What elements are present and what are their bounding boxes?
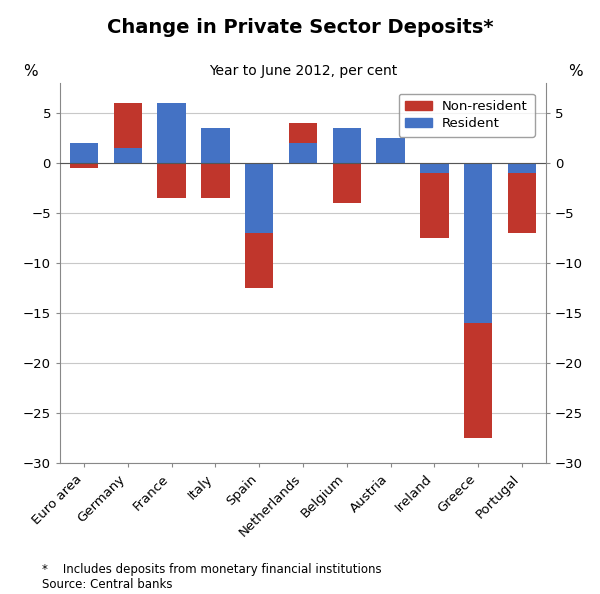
- Bar: [157, 103, 186, 163]
- Bar: [420, 173, 449, 238]
- Bar: [113, 148, 142, 163]
- Bar: [70, 143, 98, 163]
- Bar: [201, 128, 230, 163]
- Bar: [332, 128, 361, 163]
- Text: Change in Private Sector Deposits*: Change in Private Sector Deposits*: [107, 18, 493, 37]
- Title: Year to June 2012, per cent: Year to June 2012, per cent: [209, 64, 397, 78]
- Bar: [464, 163, 493, 323]
- Legend: Non-resident, Resident: Non-resident, Resident: [398, 94, 535, 137]
- Bar: [245, 163, 274, 233]
- Bar: [113, 103, 142, 148]
- Bar: [245, 233, 274, 288]
- Bar: [157, 163, 186, 198]
- Bar: [332, 163, 361, 203]
- Bar: [289, 123, 317, 143]
- Bar: [201, 163, 230, 198]
- Bar: [508, 173, 536, 233]
- Text: *    Includes deposits from monetary financial institutions
Source: Central bank: * Includes deposits from monetary financ…: [42, 563, 382, 591]
- Bar: [70, 163, 98, 168]
- Bar: [508, 163, 536, 173]
- Bar: [289, 143, 317, 163]
- Bar: [376, 138, 405, 163]
- Bar: [420, 163, 449, 173]
- Text: %: %: [568, 64, 583, 80]
- Bar: [464, 323, 493, 438]
- Text: %: %: [23, 64, 38, 80]
